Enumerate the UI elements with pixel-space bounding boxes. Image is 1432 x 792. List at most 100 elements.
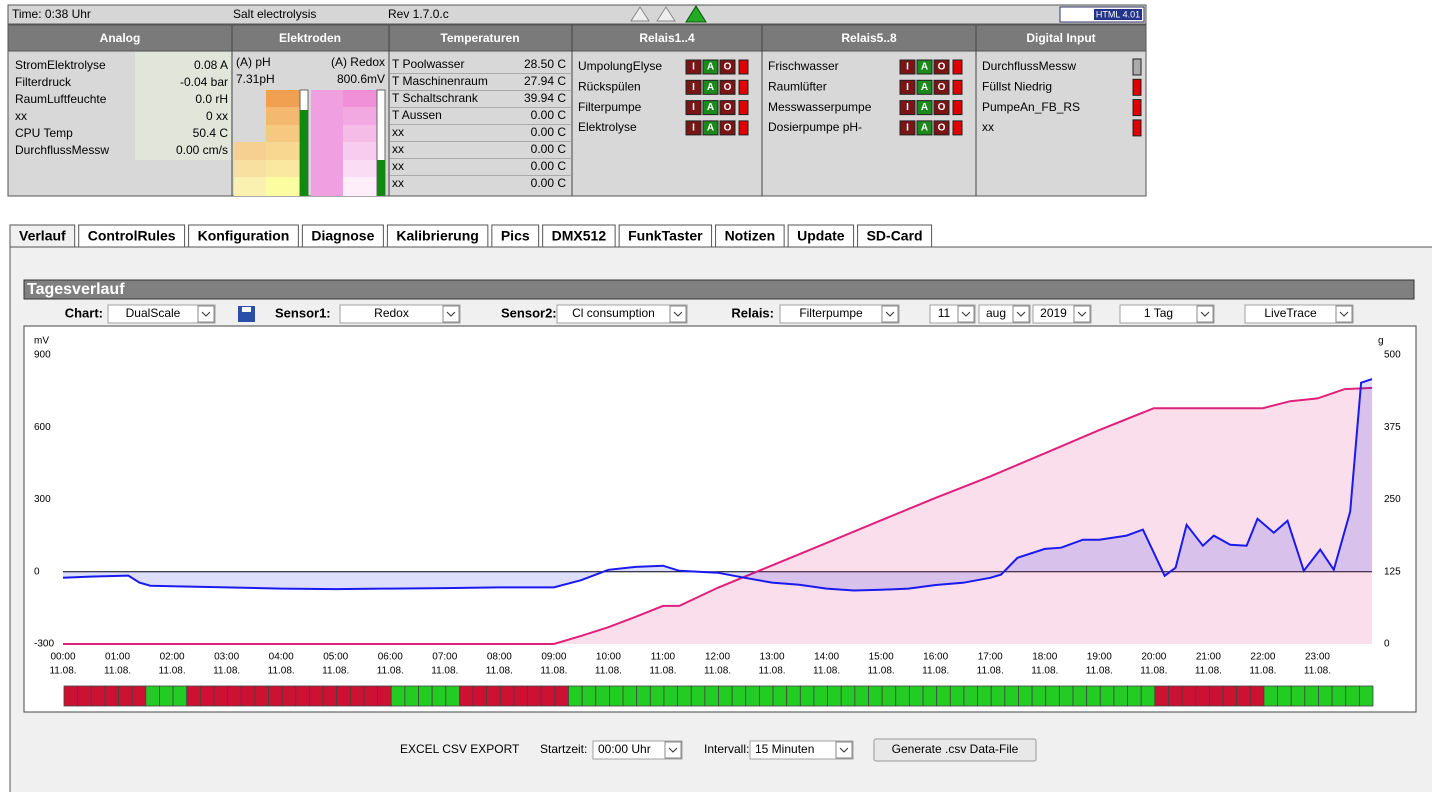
tab-label[interactable]: Verlauf <box>19 228 66 244</box>
generate-button[interactable] <box>873 738 1037 762</box>
relais-select-arrow[interactable] <box>881 305 899 323</box>
relay-button-label[interactable]: O <box>724 102 732 113</box>
interval-select[interactable] <box>749 740 854 760</box>
sensor2-select-arrow[interactable] <box>669 305 687 323</box>
relay-button-label[interactable]: A <box>707 123 714 134</box>
chart-select-chevron[interactable] <box>201 311 211 317</box>
span-select-chevron[interactable] <box>1200 311 1210 317</box>
month-select-chevron[interactable] <box>1016 311 1026 317</box>
relay-button-label[interactable]: O <box>938 102 946 113</box>
day-select-text[interactable]: 11 <box>938 306 951 320</box>
tab[interactable] <box>78 224 186 248</box>
tab[interactable] <box>188 224 299 248</box>
relay-button[interactable] <box>719 79 736 95</box>
chart-select-arrow[interactable] <box>197 305 215 323</box>
relay-button[interactable] <box>916 100 933 116</box>
relay-button-label[interactable]: I <box>906 82 909 93</box>
save-icon[interactable] <box>238 306 255 322</box>
relay-button[interactable] <box>685 59 702 75</box>
tab[interactable] <box>857 224 933 248</box>
tab[interactable] <box>491 224 540 248</box>
relais-select[interactable] <box>779 304 900 324</box>
tab-label[interactable]: Konfiguration <box>198 228 290 244</box>
relay-button[interactable] <box>899 120 916 136</box>
tab-label[interactable]: Diagnose <box>311 228 374 244</box>
relay-button[interactable] <box>916 79 933 95</box>
relay-button-label[interactable]: O <box>938 82 946 93</box>
relay-button[interactable] <box>916 120 933 136</box>
tab[interactable] <box>9 224 76 248</box>
year-select-arrow[interactable] <box>1073 305 1091 323</box>
tab-label[interactable]: Kalibrierung <box>396 228 478 244</box>
mode-select-text[interactable]: LiveTrace <box>1264 306 1317 320</box>
relay-button[interactable] <box>933 59 950 75</box>
relay-button-label[interactable]: I <box>692 102 695 113</box>
tab[interactable] <box>618 224 713 248</box>
span-select[interactable] <box>1119 304 1215 324</box>
relay-button[interactable] <box>916 59 933 75</box>
start-select-text[interactable]: 00:00 Uhr <box>598 742 651 756</box>
relay-button-label[interactable]: I <box>692 82 695 93</box>
relay-button-label[interactable]: I <box>906 123 909 134</box>
relay-button-label[interactable]: I <box>692 123 695 134</box>
tab[interactable] <box>715 224 785 248</box>
year-select-text[interactable]: 2019 <box>1040 306 1067 320</box>
relay-button[interactable] <box>719 100 736 116</box>
relay-button[interactable] <box>685 79 702 95</box>
relay-button-label[interactable]: A <box>707 62 714 73</box>
relay-button-label[interactable]: O <box>724 123 732 134</box>
relay-button-label[interactable]: O <box>724 62 732 73</box>
tab[interactable] <box>542 224 616 248</box>
start-select[interactable] <box>592 740 683 760</box>
mode-select[interactable] <box>1244 304 1354 324</box>
relay-button-label[interactable]: A <box>921 82 928 93</box>
mode-select-chevron[interactable] <box>1339 311 1349 317</box>
relay-button-label[interactable]: A <box>921 102 928 113</box>
relay-button[interactable] <box>702 79 719 95</box>
interval-select-chevron[interactable] <box>839 747 849 753</box>
relay-button[interactable] <box>933 79 950 95</box>
day-select-chevron[interactable] <box>961 311 971 317</box>
sensor2-select-chevron[interactable] <box>673 311 683 317</box>
relay-button[interactable] <box>702 59 719 75</box>
tab[interactable] <box>301 224 384 248</box>
tab-label[interactable]: ControlRules <box>88 228 176 244</box>
tab[interactable] <box>386 224 489 248</box>
tab-label[interactable]: FunkTaster <box>628 228 703 244</box>
relay-button[interactable] <box>702 120 719 136</box>
relay-button-label[interactable]: O <box>938 123 946 134</box>
chart-select-text[interactable]: DualScale <box>126 306 181 320</box>
relay-button-label[interactable]: O <box>724 82 732 93</box>
start-select-arrow[interactable] <box>664 741 682 759</box>
sensor1-select-arrow[interactable] <box>442 305 460 323</box>
relay-button-label[interactable]: A <box>707 82 714 93</box>
relay-button-label[interactable]: A <box>921 123 928 134</box>
month-select-text[interactable]: aug <box>986 306 1006 320</box>
relay-button[interactable] <box>702 100 719 116</box>
relay-button[interactable] <box>899 79 916 95</box>
interval-select-arrow[interactable] <box>835 741 853 759</box>
span-select-text[interactable]: 1 Tag <box>1144 306 1173 320</box>
tab-label[interactable]: Update <box>797 228 845 244</box>
year-select-chevron[interactable] <box>1077 311 1087 317</box>
relay-button-label[interactable]: O <box>938 62 946 73</box>
relay-button-label[interactable]: A <box>707 102 714 113</box>
relay-button-label[interactable]: A <box>921 62 928 73</box>
tab-label[interactable]: DMX512 <box>552 228 607 244</box>
sensor2-select-text[interactable]: Cl consumption <box>572 306 655 320</box>
relay-button-label[interactable]: I <box>906 62 909 73</box>
relay-button-label[interactable]: I <box>906 102 909 113</box>
relais-select-chevron[interactable] <box>885 311 895 317</box>
tab-label[interactable]: Pics <box>501 228 530 244</box>
relay-button[interactable] <box>685 100 702 116</box>
span-select-arrow[interactable] <box>1196 305 1214 323</box>
relay-button-label[interactable]: I <box>692 62 695 73</box>
relay-button[interactable] <box>899 100 916 116</box>
tab[interactable] <box>787 224 855 248</box>
chart-select[interactable] <box>107 304 216 324</box>
relay-button[interactable] <box>933 100 950 116</box>
relay-button[interactable] <box>899 59 916 75</box>
relay-button[interactable] <box>719 59 736 75</box>
relay-button[interactable] <box>685 120 702 136</box>
sensor1-select-chevron[interactable] <box>446 311 456 317</box>
